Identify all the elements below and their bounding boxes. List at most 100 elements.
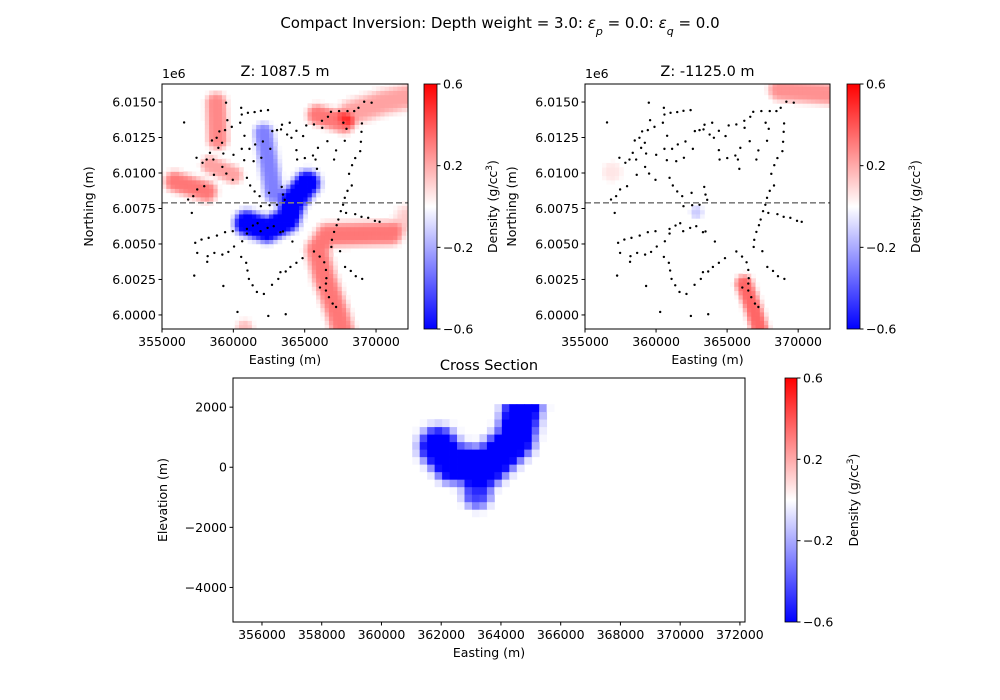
model-cell	[209, 150, 214, 155]
station-point	[713, 240, 717, 243]
model-cell	[486, 419, 495, 428]
model-cell	[269, 196, 274, 202]
station-point	[765, 196, 769, 200]
model-cell	[819, 103, 825, 108]
model-cell	[531, 419, 540, 428]
model-cell	[793, 84, 799, 87]
station-point	[629, 254, 632, 258]
station-point	[800, 220, 803, 224]
model-cell	[209, 158, 214, 164]
model-cell	[217, 167, 223, 172]
station-point	[752, 245, 755, 249]
model-cell	[324, 299, 330, 304]
model-cell	[810, 84, 816, 87]
model-cell	[183, 192, 189, 198]
model-cell	[298, 218, 304, 223]
model-cell	[346, 226, 351, 232]
model-cell	[341, 103, 347, 108]
model-cell	[419, 441, 428, 450]
station-points	[182, 100, 381, 318]
model-cell	[277, 196, 283, 202]
model-cell	[264, 171, 270, 177]
model-cell	[738, 282, 744, 287]
model-cell	[217, 188, 223, 194]
station-point	[331, 302, 334, 305]
model-cell	[346, 231, 351, 236]
model-cell	[260, 235, 266, 240]
model-cell	[221, 145, 227, 151]
model-cell	[384, 94, 390, 100]
model-cell	[204, 94, 210, 100]
station-point	[615, 274, 619, 277]
model-cell	[166, 175, 171, 181]
model-cell	[316, 282, 321, 287]
model-cell	[406, 205, 409, 211]
model-cell	[419, 449, 428, 458]
model-cell	[251, 239, 257, 245]
model-cell	[486, 449, 495, 458]
model-cell	[324, 260, 330, 266]
model-cell	[303, 260, 308, 266]
model-cell	[316, 265, 321, 270]
model-cell	[316, 107, 321, 113]
station-point	[295, 129, 298, 133]
model-cell	[471, 441, 480, 450]
station-point	[753, 302, 757, 305]
model-cell	[494, 441, 503, 450]
model-cell	[397, 209, 403, 215]
station-point	[689, 314, 693, 318]
model-cell	[337, 282, 343, 287]
model-cell	[307, 205, 313, 211]
colorbar-gradient	[784, 377, 798, 623]
model-cell	[273, 239, 278, 245]
model-cell	[776, 86, 782, 91]
model-cell	[819, 94, 825, 100]
model-cell	[354, 218, 360, 223]
model-cell	[764, 84, 769, 87]
model-cell	[187, 196, 193, 202]
model-cell	[273, 188, 278, 194]
model-cell	[226, 120, 231, 125]
model-cell	[290, 218, 296, 223]
model-cell	[239, 235, 244, 240]
station-point	[711, 265, 715, 269]
model-cell	[303, 111, 308, 117]
station-point	[253, 143, 257, 146]
station-point	[279, 271, 282, 274]
model-cell	[406, 86, 409, 91]
station-point	[349, 269, 352, 273]
model-cell	[239, 175, 244, 181]
station-point	[662, 106, 666, 110]
model-cell	[388, 214, 394, 219]
panel-title: Z: 1087.5 m	[241, 64, 330, 80]
model-cell	[457, 471, 465, 480]
model-cell	[742, 316, 748, 321]
model-cell	[610, 179, 616, 185]
model-cell	[324, 269, 330, 275]
model-cell	[806, 103, 812, 108]
model-cell	[734, 273, 739, 279]
model-cell	[358, 124, 364, 130]
model-cell	[269, 154, 274, 160]
model-cell	[298, 167, 304, 172]
model-cell	[471, 486, 480, 495]
model-cell	[298, 248, 304, 253]
station-point	[708, 133, 711, 136]
model-cell	[471, 479, 480, 488]
model-cell	[333, 107, 338, 113]
x-tick-label: 360000	[209, 334, 257, 349]
model-cell	[397, 111, 403, 117]
model-cell	[260, 145, 266, 151]
model-cell	[328, 111, 334, 117]
model-cell	[311, 282, 317, 287]
model-cell	[781, 94, 786, 100]
model-cell	[333, 226, 338, 232]
station-point	[678, 290, 681, 294]
model-cell	[388, 111, 394, 117]
model-cell	[316, 235, 321, 240]
model-cell	[200, 162, 206, 168]
model-cell	[785, 84, 791, 87]
model-cell	[755, 311, 761, 317]
model-cell	[209, 120, 214, 125]
model-cell	[324, 316, 330, 321]
